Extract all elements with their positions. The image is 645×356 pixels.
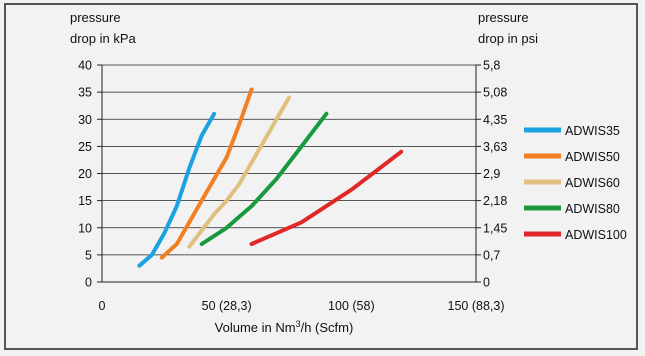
chart-frame: pressure drop in kPa pressure drop in ps…: [4, 3, 638, 350]
y-tick-label-right: 5,8: [483, 59, 500, 73]
y-tick-label-right: 1,45: [483, 221, 507, 235]
series-line-adwis80: [199, 111, 329, 246]
y-tick-label-right: 4,35: [483, 113, 507, 127]
y-tick-label-left: 5: [85, 248, 92, 262]
legend-label-adwis100: ADWIS100: [565, 228, 627, 242]
x-axis-label: Volume in Nm3/h (Scfm): [215, 319, 354, 335]
y-tick-label-left: 35: [78, 86, 92, 100]
y-label-right-line-2: drop in psi: [478, 31, 538, 46]
series-line-adwis100: [249, 149, 404, 246]
x-ticks: 0 50 (28,3) 100 (58) 150 (88,3): [99, 299, 505, 313]
pressure-drop-chart: pressure drop in kPa pressure drop in ps…: [70, 10, 627, 335]
x-tick-label: 150 (88,3): [448, 299, 505, 313]
x-tick-label: 0: [99, 299, 106, 313]
series-lines: [137, 87, 404, 268]
series-line-adwis50: [159, 87, 254, 260]
y-label-right: pressure drop in psi: [478, 10, 538, 46]
y-tick-label-left: 10: [78, 221, 92, 235]
y-tick-label-left: 15: [78, 194, 92, 208]
y-label-left-line-2: drop in kPa: [70, 31, 137, 46]
x-tick-label: 100 (58): [328, 299, 375, 313]
x-tick-label: 50 (28,3): [202, 299, 252, 313]
y-tick-label-left: 0: [85, 276, 92, 290]
y-tick-label-left: 20: [78, 167, 92, 181]
legend: ADWIS35 ADWIS50 ADWIS60 ADWIS80 ADWIS100: [524, 124, 627, 242]
y-label-left-line-1: pressure: [70, 10, 121, 25]
gridlines: [102, 64, 476, 256]
y-label-left: pressure drop in kPa: [70, 10, 137, 46]
y-tick-label-left: 40: [78, 59, 92, 73]
y-ticks-left: 0 5 10 15 20 25 30 35 40: [78, 59, 102, 290]
y-tick-label-right: 3,63: [483, 140, 507, 154]
series-line-adwis60: [187, 95, 291, 249]
legend-label-adwis80: ADWIS80: [565, 202, 620, 216]
y-tick-label-right: 0: [483, 276, 490, 290]
series-line-adwis35: [137, 111, 217, 268]
y-tick-label-right: 2,18: [483, 194, 507, 208]
y-tick-label-right: 0,7: [483, 248, 500, 262]
y-tick-label-left: 30: [78, 113, 92, 127]
y-ticks-right: 0 0,7 1,45 2,18 2,9 3,63 4,35 5,08 5,8: [476, 59, 507, 290]
legend-label-adwis35: ADWIS35: [565, 124, 620, 138]
y-tick-label-right: 5,08: [483, 86, 507, 100]
legend-label-adwis50: ADWIS50: [565, 150, 620, 164]
y-tick-label-left: 25: [78, 140, 92, 154]
legend-label-adwis60: ADWIS60: [565, 176, 620, 190]
y-tick-label-right: 2,9: [483, 167, 500, 181]
y-label-right-line-1: pressure: [478, 10, 529, 25]
